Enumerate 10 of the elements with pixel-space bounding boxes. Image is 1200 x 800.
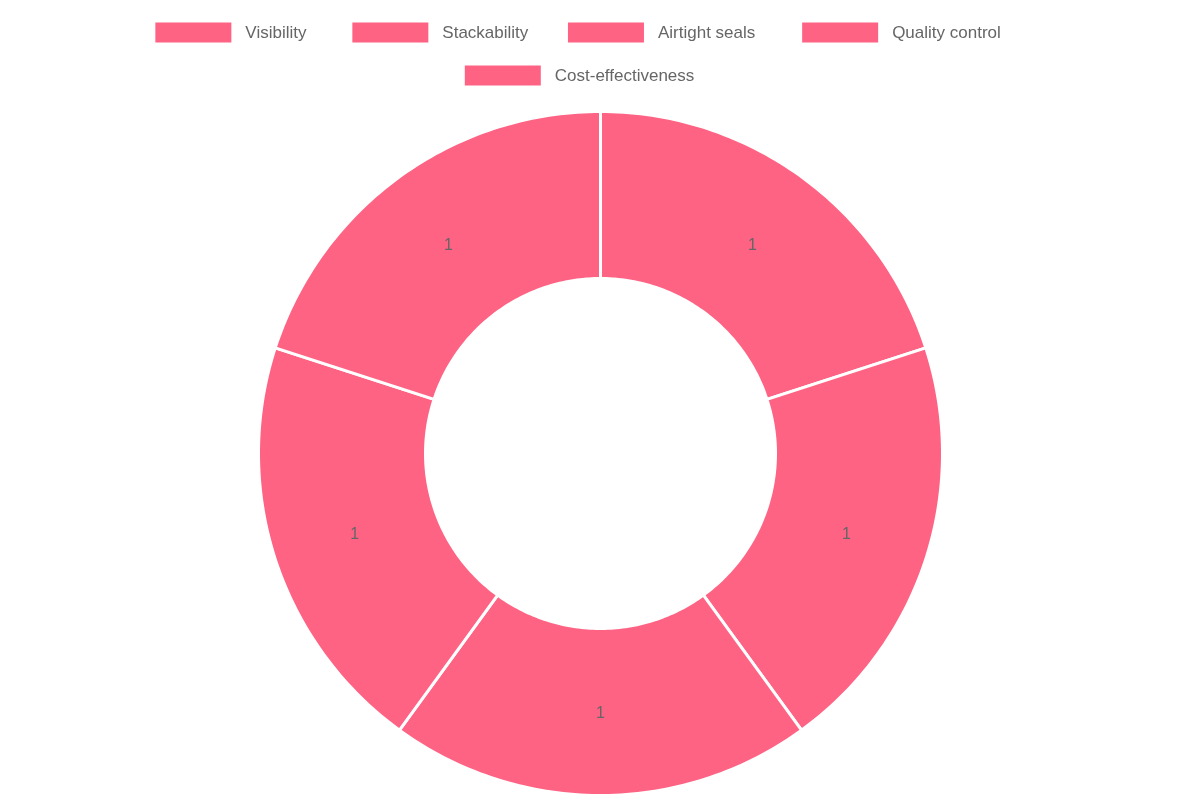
legend-label: Visibility [245,23,307,42]
legend-label: Cost-effectiveness [554,66,695,85]
data-label: 1 [350,525,360,543]
data-label: 1 [841,525,851,543]
data-label: 1 [444,236,454,254]
data-label: 1 [596,704,606,721]
legend-label: Quality control [892,23,1001,42]
legend-label: Airtight seals [657,23,756,42]
legend-label: Stackability [442,23,529,42]
data-label: 1 [747,236,757,254]
